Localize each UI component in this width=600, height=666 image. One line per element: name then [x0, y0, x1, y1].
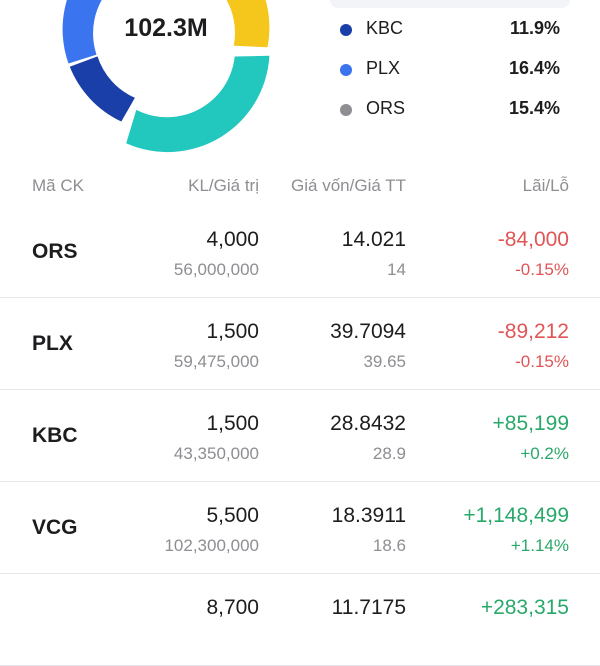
legend-percent: 15.4%	[508, 98, 560, 118]
holding-value: 56,000,000	[173, 260, 259, 279]
holding-profit-loss-percent: -0.15%	[515, 260, 569, 279]
legend-item-ors[interactable]: ORS 15.4%	[340, 96, 570, 136]
holding-cost-price: 18.3911	[331, 504, 406, 527]
holding-quantity: 1,500	[206, 412, 259, 435]
holding-profit-loss: -84,000	[497, 228, 569, 251]
legend-code: PLX	[366, 58, 401, 78]
header-symbol: Mã CK	[32, 176, 84, 195]
legend-code: ORS	[366, 98, 406, 118]
holding-value: 102,300,000	[164, 536, 259, 555]
holding-market-price: 39.65	[363, 352, 406, 371]
holding-cost-price: 39.7094	[330, 320, 406, 343]
legend-dot-plx	[340, 64, 352, 76]
holding-row-ors[interactable]: ORS 4,000 56,000,000 14.021 14 -84,000 -…	[0, 206, 600, 298]
holding-value: 43,350,000	[173, 444, 259, 463]
legend-dot-ors	[340, 104, 352, 116]
holding-symbol: VCG	[32, 516, 78, 539]
holdings-table-header: Mã CK KL/Giá trị Giá vốn/Giá TT Lãi/Lỗ	[0, 176, 600, 200]
legend-dot-kbc	[340, 24, 352, 36]
allocation-legend: KBC 11.9% PLX 16.4% ORS 15.4%	[340, 16, 570, 136]
holding-profit-loss: +85,199	[492, 412, 570, 435]
legend-item-plx[interactable]: PLX 16.4%	[340, 56, 570, 96]
holding-quantity: 5,500	[206, 504, 259, 527]
donut-segment-kbc	[69, 56, 135, 122]
holding-row-kbc[interactable]: KBC 1,500 43,350,000 28.8432 28.9 +85,19…	[0, 390, 600, 482]
header-qty-value: KL/Giá trị	[188, 176, 259, 195]
holdings-list: ORS 4,000 56,000,000 14.021 14 -84,000 -…	[0, 206, 600, 666]
portfolio-total-value: 102.3M	[124, 14, 208, 42]
holding-cost-price: 28.8432	[330, 412, 406, 435]
holding-quantity: 4,000	[206, 228, 259, 251]
legend-percent: 11.9%	[509, 18, 560, 38]
holding-row-vcg[interactable]: VCG 5,500 102,300,000 18.3911 18.6 +1,14…	[0, 482, 600, 574]
allocation-donut-chart	[62, 0, 270, 153]
holding-profit-loss-percent: -0.15%	[515, 352, 569, 371]
holding-row-partial[interactable]: 8,700 11.7175 +283,315	[0, 574, 600, 666]
holding-cost-price: 14.021	[341, 228, 406, 251]
legend-panel-background	[330, 0, 570, 8]
donut-segment-yellow	[226, 0, 270, 48]
holding-market-price: 28.9	[372, 444, 406, 463]
legend-item-kbc[interactable]: KBC 11.9%	[340, 16, 570, 56]
holding-quantity: 1,500	[206, 320, 259, 343]
holding-market-price: 14	[387, 260, 406, 279]
holding-symbol: ORS	[32, 240, 78, 263]
holding-profit-loss-percent: +0.2%	[520, 444, 569, 463]
header-cost-price: Giá vốn/Giá TT	[291, 176, 406, 195]
holding-profit-loss: -89,212	[497, 320, 569, 343]
donut-segment-plx	[62, 0, 102, 64]
holding-market-price: 18.6	[372, 536, 406, 555]
legend-percent: 16.4%	[508, 58, 560, 78]
holding-profit-loss-percent: +1.14%	[510, 536, 569, 555]
header-profit-loss: Lãi/Lỗ	[522, 176, 569, 195]
holding-symbol: KBC	[32, 424, 78, 447]
donut-segment-teal	[126, 55, 270, 153]
holding-profit-loss: +1,148,499	[463, 504, 569, 527]
legend-code: KBC	[366, 18, 404, 38]
holding-row-plx[interactable]: PLX 1,500 59,475,000 39.7094 39.65 -89,2…	[0, 298, 600, 390]
holding-symbol: PLX	[32, 332, 73, 355]
portfolio-summary: 102.3M KBC 11.9% PLX 16.4% ORS 15.4%	[0, 0, 600, 160]
holding-value: 59,475,000	[173, 352, 259, 371]
